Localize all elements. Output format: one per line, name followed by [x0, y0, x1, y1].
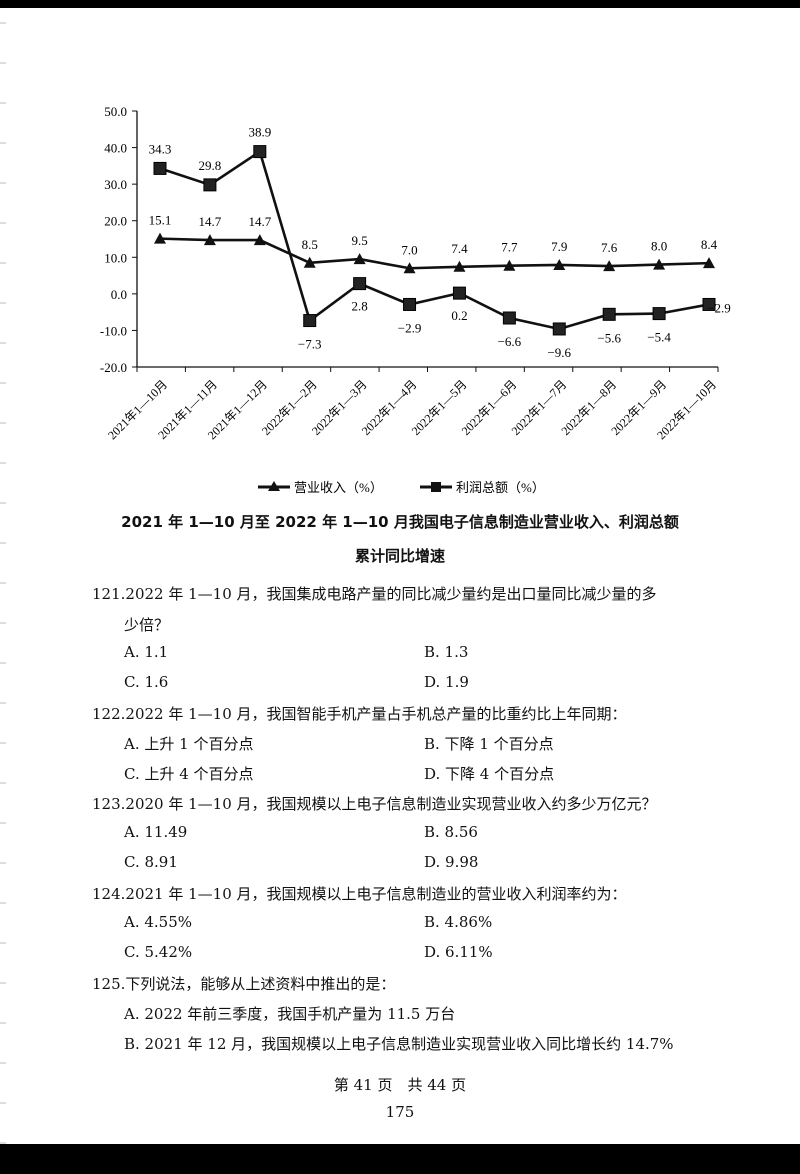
data-label: 15.1	[149, 213, 172, 228]
square-marker-icon	[203, 178, 217, 192]
question-124-option-b[interactable]: B. 4.86%	[424, 913, 493, 931]
line-chart: 50.0 40.0 30.0 20.0 10.0 0.0 -10.0 -20.0 2021年1—…	[0, 90, 800, 510]
data-label: 29.8	[199, 158, 222, 173]
legend-label: 营业收入（%）	[294, 480, 383, 495]
data-label: 14.7	[248, 214, 271, 229]
legend-triangle-icon	[268, 481, 280, 491]
square-marker-icon	[153, 161, 167, 175]
data-label: 7.0	[401, 242, 417, 257]
data-label: −7.3	[298, 337, 322, 352]
question-121-option-b[interactable]: B. 1.3	[424, 643, 469, 661]
question-122-option-b[interactable]: B. 下降 1 个百分点	[424, 735, 554, 753]
y-tick-label: -20.0	[100, 360, 127, 375]
data-label: 7.9	[551, 239, 567, 254]
question-124-option-d[interactable]: D. 6.11%	[424, 943, 493, 961]
page-number: 175	[385, 1103, 415, 1121]
triangle-marker-icon	[703, 257, 715, 269]
data-label: −2.9	[707, 300, 731, 315]
legend-square-icon	[431, 482, 441, 492]
square-marker-icon	[602, 307, 616, 321]
triangle-marker-icon	[253, 234, 266, 246]
question-122-option-d[interactable]: D. 下降 4 个百分点	[424, 765, 555, 783]
y-tick-label: 50.0	[104, 104, 127, 119]
data-label: 8.5	[302, 237, 318, 252]
question-123-option-c[interactable]: C. 8.91	[124, 853, 178, 871]
top-scan-border	[0, 0, 800, 8]
question-125-option-b[interactable]: B. 2021 年 12 月，我国规模以上电子信息制造业实现营业收入同比增长约 …	[124, 1035, 674, 1053]
square-marker-icon	[403, 297, 417, 311]
profit-line	[159, 149, 710, 331]
data-label: 0.2	[451, 308, 467, 323]
bottom-scan-border	[0, 1144, 800, 1174]
legend-label: 利润总额（%）	[456, 480, 545, 495]
square-marker-icon	[702, 297, 716, 311]
triangle-marker-icon	[403, 262, 416, 274]
data-label: 38.9	[248, 125, 271, 140]
data-label: 14.7	[199, 214, 222, 229]
y-tick-label: 20.0	[104, 214, 127, 229]
question-125-stem: 125.下列说法，能够从上述资料中推出的是：	[92, 975, 396, 993]
triangle-marker-icon	[154, 232, 166, 244]
data-label: 34.3	[149, 141, 172, 156]
y-tick-label: 10.0	[104, 250, 127, 265]
data-label: 7.7	[501, 240, 518, 255]
question-122-option-c[interactable]: C. 上升 4 个百分点	[124, 765, 254, 783]
chart-caption-line1: 2021 年 1—10 月至 2022 年 1—10 月我国电子信息制造业营业收…	[121, 513, 679, 531]
data-label: −6.6	[498, 334, 522, 349]
triangle-marker-icon	[303, 256, 316, 268]
triangle-marker-icon	[503, 259, 516, 271]
data-label: 7.6	[601, 240, 618, 255]
triangle-marker-icon	[603, 260, 616, 272]
question-123-option-a[interactable]: A. 11.49	[124, 823, 188, 841]
triangle-marker-icon	[453, 260, 466, 272]
square-marker-icon	[452, 286, 466, 300]
data-label: −2.9	[398, 320, 422, 335]
binding-edge-marks	[0, 8, 6, 1144]
data-label: 8.0	[651, 239, 667, 254]
chart-canvas: 50.040.030.020.010.00.0-10.0-20.02021年1—…	[100, 104, 731, 495]
data-label: 7.4	[451, 241, 468, 256]
triangle-marker-icon	[553, 258, 566, 270]
triangle-marker-icon	[353, 253, 366, 265]
question-121-stem: 121.2022 年 1—10 月，我国集成电路产量的同比减少量约是出口量同比减…	[92, 585, 657, 603]
triangle-marker-icon	[203, 234, 216, 246]
data-label: −9.6	[547, 345, 571, 360]
data-label: 2.8	[352, 299, 368, 314]
data-label: −5.6	[597, 330, 621, 345]
square-marker-icon	[652, 307, 666, 321]
data-label: 8.4	[701, 237, 718, 252]
question-124-option-a[interactable]: A. 4.55%	[124, 913, 193, 931]
question-123-option-b[interactable]: B. 8.56	[424, 823, 478, 841]
question-121-option-d[interactable]: D. 1.9	[424, 673, 469, 691]
revenue-line	[159, 237, 710, 270]
question-121-option-a[interactable]: A. 1.1	[124, 643, 169, 661]
question-124-option-c[interactable]: C. 5.42%	[124, 943, 193, 961]
question-125-option-a[interactable]: A. 2022 年前三季度，我国手机产量为 11.5 万台	[124, 1005, 456, 1023]
square-marker-icon	[552, 322, 566, 336]
question-121-option-c[interactable]: C. 1.6	[124, 673, 169, 691]
data-label: 9.5	[352, 233, 368, 248]
y-tick-label: 0.0	[111, 287, 127, 302]
question-121-stem-cont: 少倍？	[124, 616, 170, 634]
square-marker-icon	[353, 277, 367, 291]
chart-caption-line2: 累计同比增速	[354, 547, 445, 565]
question-123-stem: 123.2020 年 1—10 月，我国规模以上电子信息制造业实现营业收入约多少…	[92, 795, 657, 813]
y-tick-label: 30.0	[104, 177, 127, 192]
square-marker-icon	[253, 145, 267, 159]
triangle-marker-icon	[653, 258, 666, 270]
square-marker-icon	[303, 314, 317, 328]
question-123-option-d[interactable]: D. 9.98	[424, 853, 479, 871]
question-122-stem: 122.2022 年 1—10 月，我国智能手机产量占手机总产量的比重约比上年同…	[92, 705, 627, 723]
question-124-stem: 124.2021 年 1—10 月，我国规模以上电子信息制造业的营业收入利润率约…	[92, 885, 627, 903]
square-marker-icon	[502, 311, 516, 325]
y-tick-label: -10.0	[100, 323, 127, 338]
data-label: −5.4	[647, 330, 671, 345]
question-122-option-a[interactable]: A. 上升 1 个百分点	[124, 735, 254, 753]
y-tick-label: 40.0	[104, 141, 127, 156]
page-info: 第 41 页 共 44 页	[333, 1076, 467, 1094]
